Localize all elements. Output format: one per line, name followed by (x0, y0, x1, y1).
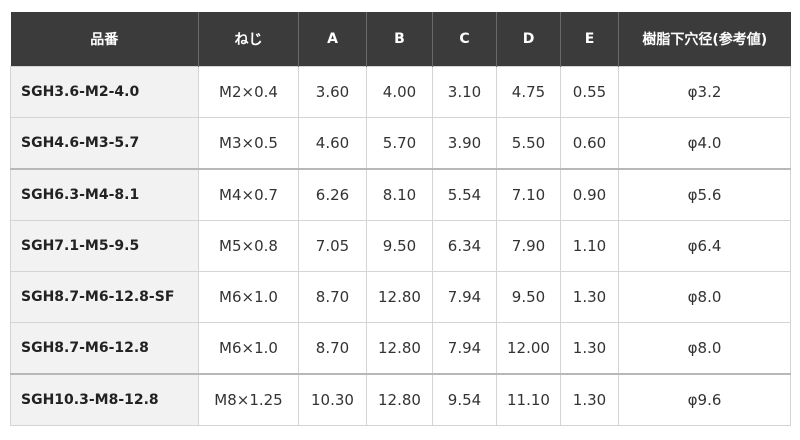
spec-cell: M8×1.25 (198, 373, 299, 426)
header-row: 品番 ねじ A B C D E 樹脂下穴径(参考値) (10, 12, 791, 67)
spec-cell: 9.54 (432, 373, 497, 426)
data-row: SGH10.3-M8-12.8 M8×1.25 10.30 12.80 9.54 11.1… (10, 373, 791, 426)
spec-cell: 4.00 (366, 66, 433, 118)
header-cell: A (298, 12, 367, 67)
part-number-cell: SGH3.6-M2-4.0 (10, 66, 199, 118)
spec-cell: 0.90 (560, 168, 619, 221)
spec-cell: 7.10 (496, 168, 561, 221)
spec-cell: 12.80 (366, 322, 433, 375)
spec-cell: φ5.6 (618, 168, 791, 221)
spec-cell: 8.70 (298, 322, 367, 375)
spec-cell: 7.94 (432, 322, 497, 375)
spec-cell: 6.26 (298, 168, 367, 221)
part-number-cell: SGH10.3-M8-12.8 (10, 373, 199, 426)
spec-cell: 0.60 (560, 117, 619, 170)
spec-cell: 7.05 (298, 220, 367, 272)
spec-cell: 1.30 (560, 271, 619, 323)
part-number-cell: SGH6.3-M4-8.1 (10, 168, 199, 221)
spec-cell: 6.34 (432, 220, 497, 272)
spec-cell: M6×1.0 (198, 271, 299, 323)
spec-cell: 7.94 (432, 271, 497, 323)
data-row: SGH3.6-M2-4.0 M2×0.4 3.60 4.00 3.10 4.75 0.55 φ… (10, 66, 791, 118)
part-number-cell: SGH8.7-M6-12.8-SF (10, 271, 199, 323)
spec-cell: 1.30 (560, 373, 619, 426)
spec-cell: 7.90 (496, 220, 561, 272)
spec-cell: 9.50 (496, 271, 561, 323)
header-cell: D (496, 12, 561, 67)
spec-cell: M5×0.8 (198, 220, 299, 272)
spec-cell: 3.60 (298, 66, 367, 118)
spec-cell: 3.10 (432, 66, 497, 118)
spec-cell: φ6.4 (618, 220, 791, 272)
header-cell: B (366, 12, 433, 67)
spec-table: 品番 ねじ A B C D E 樹脂下穴径(参考値) SGH3.6-M2-4.0 M2×0.4 3.… (10, 12, 791, 426)
header-cell: 品番 (10, 12, 199, 67)
spec-cell: 1.30 (560, 322, 619, 375)
spec-cell: 8.70 (298, 271, 367, 323)
spec-cell: φ8.0 (618, 322, 791, 375)
spec-cell: M2×0.4 (198, 66, 299, 118)
spec-cell: 12.80 (366, 271, 433, 323)
spec-cell: 11.10 (496, 373, 561, 426)
spec-cell: M6×1.0 (198, 322, 299, 375)
spec-cell: 9.50 (366, 220, 433, 272)
data-row: SGH8.7-M6-12.8 M6×1.0 8.70 12.80 7.94 12.00 1.… (10, 322, 791, 375)
header-cell: ねじ (198, 12, 299, 67)
spec-cell: 4.75 (496, 66, 561, 118)
spec-cell: 1.10 (560, 220, 619, 272)
part-number-cell: SGH4.6-M3-5.7 (10, 117, 199, 170)
spec-cell: 4.60 (298, 117, 367, 170)
spec-cell: 3.90 (432, 117, 497, 170)
spec-cell: 5.70 (366, 117, 433, 170)
data-row: SGH8.7-M6-12.8-SF M6×1.0 8.70 12.80 7.94 9.50… (10, 271, 791, 323)
spec-table-container: 品番 ねじ A B C D E 樹脂下穴径(参考値) SGH3.6-M2-4.0 M2×0.4 3.… (10, 12, 791, 426)
header-cell: C (432, 12, 497, 67)
data-row: SGH7.1-M5-9.5 M5×0.8 7.05 9.50 6.34 7.90 1.10 φ… (10, 220, 791, 272)
part-number-cell: SGH7.1-M5-9.5 (10, 220, 199, 272)
spec-cell: 12.00 (496, 322, 561, 375)
spec-cell: 8.10 (366, 168, 433, 221)
spec-cell: φ9.6 (618, 373, 791, 426)
data-row: SGH6.3-M4-8.1 M4×0.7 6.26 8.10 5.54 7.10 0.90 φ… (10, 168, 791, 221)
header-cell: 樹脂下穴径(参考値) (618, 12, 791, 67)
spec-cell: 12.80 (366, 373, 433, 426)
spec-cell: φ3.2 (618, 66, 791, 118)
spec-cell: φ8.0 (618, 271, 791, 323)
spec-cell: 0.55 (560, 66, 619, 118)
part-number-cell: SGH8.7-M6-12.8 (10, 322, 199, 375)
spec-cell: 5.54 (432, 168, 497, 221)
spec-cell: 5.50 (496, 117, 561, 170)
spec-cell: M4×0.7 (198, 168, 299, 221)
spec-cell: φ4.0 (618, 117, 791, 170)
spec-cell: M3×0.5 (198, 117, 299, 170)
spec-cell: 10.30 (298, 373, 367, 426)
data-row: SGH4.6-M3-5.7 M3×0.5 4.60 5.70 3.90 5.50 0.60 φ… (10, 117, 791, 170)
header-cell: E (560, 12, 619, 67)
